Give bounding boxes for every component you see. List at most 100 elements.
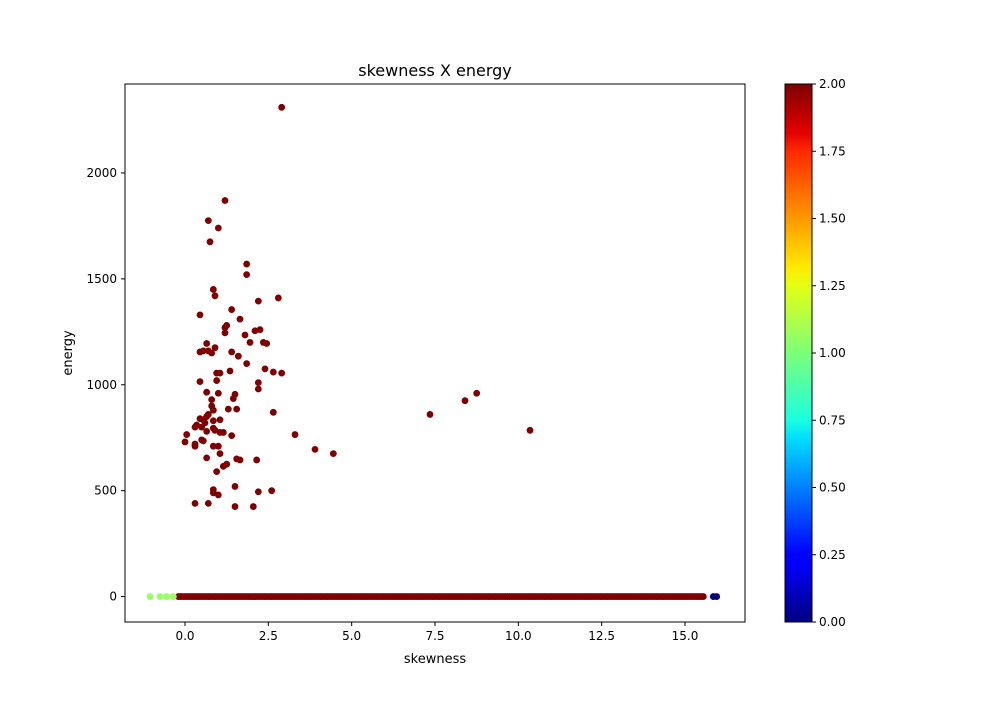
chart-title: skewness X energy [358,61,512,80]
colorbar-tick-label: 0.25 [819,548,846,562]
data-point [169,593,177,600]
data-point [278,369,286,377]
data-point [219,462,227,470]
data-point [234,352,242,360]
y-tick-label: 0 [109,590,117,604]
data-point [274,294,282,302]
data-point [213,468,221,476]
data-point [269,408,277,416]
data-point [426,411,434,418]
data-point [209,417,217,425]
data-point [199,437,207,445]
data-point [243,271,251,279]
data-point [213,377,221,384]
axes-frame [124,83,746,623]
data-point [206,238,214,246]
data-point [261,365,269,373]
data-point [243,360,251,367]
data-point [221,324,229,331]
data-point [231,483,239,490]
data-point [249,503,257,510]
data-point [229,395,237,402]
data-point [191,499,199,507]
x-tick-label: 7.5 [425,629,444,643]
data-point [278,103,286,111]
data-point [214,442,222,450]
data-point [146,593,154,600]
data-point [191,423,199,431]
colorbar-tick-label: 0.00 [819,615,846,629]
x-tick-label: 0.0 [175,629,194,643]
plot-area [146,103,721,600]
data-point [254,488,262,496]
data-point [243,260,251,268]
data-point [214,389,222,397]
data-point [241,331,249,339]
data-point [203,454,211,462]
data-point [311,445,319,453]
colorbar-ticks: 0.00 0.25 0.50 0.75 1.00 1.25 1.50 1.75 2.00 [812,77,846,629]
data-point [191,442,199,450]
data-point [211,344,219,352]
data-point [198,423,206,431]
data-point [208,396,216,403]
data-point [526,426,534,434]
data-point [208,349,216,357]
data-point [196,348,204,356]
data-point [216,416,224,424]
data-point [209,286,217,293]
data-point [231,503,239,510]
x-tick-label: 5.0 [342,629,361,643]
colorbar-tick-label: 0.75 [819,413,846,427]
y-tick-label: 1000 [86,378,117,392]
colorbar-tick-label: 1.00 [819,346,846,360]
y-tick-label: 500 [94,484,117,498]
y-tick-label: 2000 [86,166,117,180]
data-point [216,369,224,377]
data-point [251,327,259,335]
data-point [236,315,244,323]
colorbar-tick-label: 1.25 [819,279,846,293]
x-axis-label: skewness [404,652,466,667]
data-point [461,397,469,405]
x-axis: 0.0 2.5 5.0 7.5 10.0 12.5 15.0 [175,622,698,643]
colorbar [784,83,813,623]
data-point [228,306,236,313]
data-point [203,340,211,347]
data-point [253,456,261,464]
data-point [214,224,222,232]
data-point [254,379,262,387]
data-point [209,406,217,414]
colorbar-tick-label: 0.50 [819,481,846,495]
data-point [204,217,212,225]
x-tick-label: 12.5 [588,629,615,643]
data-point [216,450,224,458]
data-point [219,429,227,436]
data-point [163,593,171,600]
y-tick-label: 1500 [86,272,117,286]
data-point [236,456,244,464]
y-axis-label: energy [61,330,76,376]
data-point [221,329,229,337]
data-point [254,297,262,305]
data-point [214,491,222,499]
colorbar-tick-label: 1.50 [819,212,846,226]
x-tick-label: 10.0 [505,629,532,643]
data-point [263,340,271,347]
data-point [224,405,232,413]
data-point [221,197,229,204]
x-tick-label: 15.0 [672,629,699,643]
data-point [209,442,217,450]
data-point [196,311,204,319]
data-point [181,438,189,446]
x-tick-label: 2.5 [259,629,278,643]
data-point [246,339,254,346]
data-point [211,292,219,300]
data-point [233,405,241,413]
colorbar-tick-label: 2.00 [819,77,846,91]
data-point [203,388,211,396]
data-point [228,348,236,356]
data-point [203,427,211,435]
